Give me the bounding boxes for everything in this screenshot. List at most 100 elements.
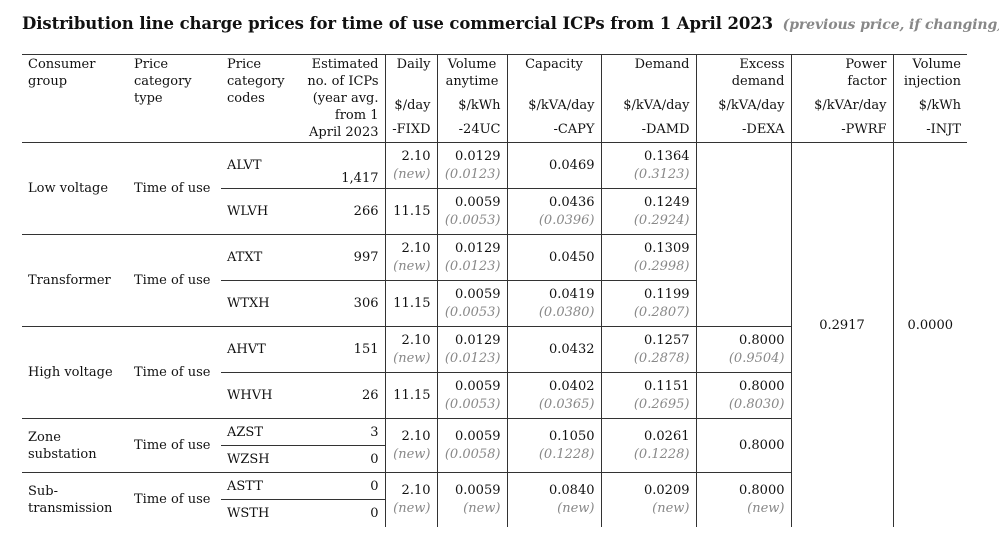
volume-cell: 0.0129 (0.0123): [436, 326, 507, 373]
capacity-cell: 0.0402 (0.0365): [506, 372, 601, 419]
demand-cell: 0.0261 (0.1228): [600, 418, 696, 473]
header-daily: Daily: [384, 54, 437, 93]
icps-cell: 3: [296, 418, 385, 446]
demand-cell: 0.1151 (0.2695): [600, 372, 696, 419]
capacity-cell: 0.0840 (new): [506, 472, 601, 527]
unit-demand: $/kVA/day: [600, 93, 696, 118]
table-row: Zone substation Time of use AZST 3 2.10 (n…: [22, 418, 967, 473]
capacity-cell: 0.0450: [506, 234, 601, 281]
excess-demand-cell: 0.8000: [695, 418, 791, 473]
table-row: WLVH 266 11.15 0.0059 (0.0053) 0.0436 (0.0…: [22, 188, 967, 235]
table-row: WTXH 306 11.15 0.0059 (0.0053) 0.0419 (0.0…: [22, 280, 967, 327]
icps-cell: 266: [296, 188, 385, 235]
code-cell: AHVT: [221, 326, 296, 373]
volume-cell: 0.0059 (0.0053): [436, 280, 507, 327]
price-type-cell: Time of use: [128, 418, 221, 473]
volume-cell: 0.0059 (0.0053): [436, 372, 507, 419]
volume-injection-cell: 0.0000: [892, 142, 967, 527]
code-cell: WSTH: [221, 499, 296, 527]
code-cell: WLVH: [221, 188, 296, 235]
table-row: WSTH 0: [22, 499, 967, 527]
header-volume-injection: Volume injection: [892, 54, 967, 93]
icps-cell: 0: [296, 445, 385, 473]
daily-cell: 2.10 (new): [384, 418, 437, 473]
header-demand: Demand: [600, 54, 696, 93]
header-price-category-type: Price category type: [134, 57, 192, 106]
power-factor-cell: 0.2917: [790, 142, 893, 527]
table-row: Low voltage Time of use ALVT 1,417 2.10(…: [22, 142, 967, 527]
excess-demand-empty: [695, 142, 791, 327]
table-row: Transformer Time of use ATXT 997 2.10 (ne…: [22, 234, 967, 327]
daily-cell: 2.10 (new): [384, 142, 437, 189]
code-cell: ALVT: [227, 158, 262, 173]
code-volume-anytime: -24UC: [436, 117, 507, 144]
consumer-group-cell: Zone substation: [22, 418, 128, 473]
unit-volume-anytime: $/kWh: [436, 93, 507, 118]
consumer-group-cell: Transformer: [22, 234, 128, 327]
excess-demand-cell: 0.8000 (0.8030): [695, 372, 791, 419]
title-note: (previous price, if changing): [782, 17, 999, 33]
price-type-cell: Time of use: [128, 326, 221, 419]
demand-cell: 0.1364 (0.3123): [600, 142, 696, 189]
header-consumer-group: Consumer group: [28, 57, 96, 89]
capacity-cell: 0.0469: [506, 142, 601, 189]
daily-cell: 2.10 (new): [384, 472, 437, 527]
code-excess-demand: -DEXA: [695, 117, 791, 144]
code-power-factor: -PWRF: [790, 117, 893, 144]
header-capacity: Capacity: [506, 54, 601, 93]
code-volume-injection: -INJT: [892, 117, 967, 144]
volume-cell: 0.0059 (0.0058): [436, 418, 507, 473]
excess-demand-cell: 0.8000 (new): [695, 472, 791, 527]
demand-cell: 0.0209 (new): [600, 472, 696, 527]
code-cell: WTXH: [221, 280, 296, 327]
capacity-cell: 0.0419 (0.0380): [506, 280, 601, 327]
consumer-group-cell: Sub-transmission: [22, 472, 128, 527]
code-demand: -DAMD: [600, 117, 696, 144]
code-cell: ATXT: [221, 234, 296, 281]
code-cell: AZST: [221, 418, 296, 446]
volume-cell: 0.0129 (0.0123): [436, 142, 507, 189]
daily-cell: 11.15: [384, 372, 437, 419]
capacity-cell: 0.0436 (0.0396): [506, 188, 601, 235]
unit-capacity: $/kVA/day: [506, 93, 601, 118]
consumer-group-cell: High voltage: [22, 326, 128, 419]
unit-power-factor: $/kVAr/day: [790, 93, 893, 118]
header-units-row: $/day $/kWh $/kVA/day $/kVA/day $/kVA/da…: [22, 93, 967, 118]
unit-excess-demand: $/kVA/day: [695, 93, 791, 118]
code-cell: WZSH: [221, 445, 296, 473]
header-codes-row: -FIXD -24UC -CAPY -DAMD -DEXA -PWRF -INJ…: [22, 117, 967, 144]
daily-cell: 11.15: [384, 280, 437, 327]
price-type-cell: Time of use: [128, 234, 221, 327]
header-power-factor: Power factor: [790, 54, 893, 93]
icps-cell: 0: [296, 499, 385, 527]
icps-cell: 1,417: [341, 171, 379, 186]
icps-cell: 306: [296, 280, 385, 327]
icps-cell: 151: [296, 326, 385, 373]
daily-cell: 11.15: [384, 188, 437, 235]
consumer-group-cell: Low voltage: [28, 181, 109, 196]
demand-cell: 0.1249 (0.2924): [600, 188, 696, 235]
header-row: Consumer group Price category type Price cat…: [22, 54, 967, 143]
header-volume-anytime: Volume anytime: [436, 54, 507, 93]
excess-demand-cell: 0.8000 (0.9504): [695, 326, 791, 373]
table-row: Sub-transmission Time of use ASTT 0 2.10…: [22, 472, 967, 527]
daily-cell: 2.10 (new): [384, 234, 437, 281]
volume-cell: 0.0059 (0.0053): [436, 188, 507, 235]
table-row: WZSH 0: [22, 445, 967, 473]
unit-daily: $/day: [384, 93, 437, 118]
capacity-cell: 0.1050 (0.1228): [506, 418, 601, 473]
daily-cell: 2.10 (new): [384, 326, 437, 373]
price-table: Consumer group Price category type Price cat…: [22, 54, 967, 527]
price-type-cell: Time of use: [134, 181, 211, 196]
unit-volume-injection: $/kWh: [892, 93, 967, 118]
code-cell: ASTT: [221, 472, 296, 500]
header-price-category-codes: Price category codes: [227, 57, 285, 106]
price-type-cell: Time of use: [128, 472, 221, 527]
volume-cell: 0.0129 (0.0123): [436, 234, 507, 281]
header-estimated-icps: Estimated no. of ICPs (year avg. from 1 Apri…: [296, 54, 385, 143]
demand-cell: 0.1309 (0.2998): [600, 234, 696, 281]
code-capacity: -CAPY: [506, 117, 601, 144]
table-row: WHVH 26 11.15 0.0059 (0.0053) 0.0402 (0.03…: [22, 372, 967, 419]
code-daily: -FIXD: [384, 117, 437, 144]
header-excess-demand: Excess demand: [695, 54, 791, 93]
